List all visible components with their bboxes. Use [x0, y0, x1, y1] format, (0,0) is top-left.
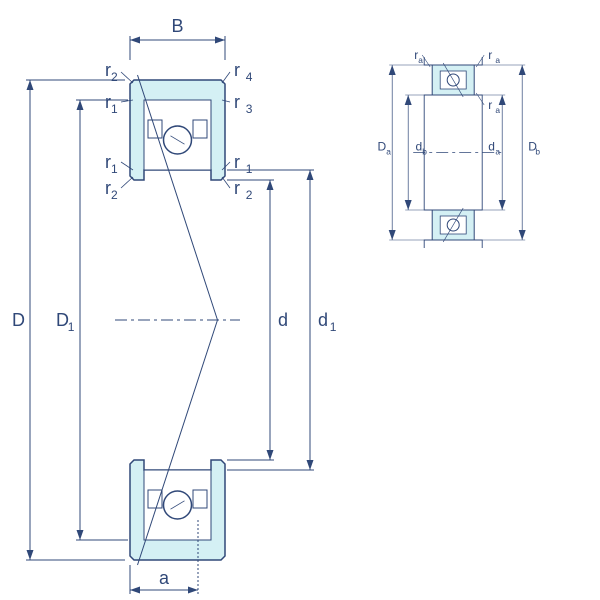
- svg-text:r: r: [488, 98, 492, 112]
- svg-text:d: d: [318, 310, 328, 330]
- label-r2-lower-right: r2: [234, 178, 253, 202]
- svg-text:2: 2: [246, 188, 253, 202]
- svg-text:a: a: [495, 147, 500, 157]
- svg-text:a: a: [159, 568, 170, 588]
- dim-d-label: d: [278, 310, 288, 330]
- svg-text:3: 3: [246, 102, 253, 116]
- svg-text:1: 1: [111, 102, 118, 116]
- inset-ra-right2: ra: [488, 98, 500, 115]
- inset-Da: Da: [378, 140, 392, 157]
- svg-text:a: a: [418, 55, 423, 65]
- svg-text:1: 1: [330, 320, 337, 334]
- svg-text:D: D: [378, 140, 387, 154]
- dim-a-label: a: [159, 568, 170, 588]
- svg-text:r: r: [234, 92, 240, 112]
- svg-text:d: d: [416, 140, 423, 154]
- dim-D-label: D: [12, 310, 25, 330]
- svg-text:r: r: [488, 48, 492, 62]
- svg-text:1: 1: [246, 162, 253, 176]
- svg-text:4: 4: [246, 70, 253, 84]
- svg-text:1: 1: [111, 162, 118, 176]
- dim-d1-label: d1: [318, 310, 337, 334]
- bearing-diagram: BaDD1dd1r2r4r1r3r1r1r2r2rararaDadbdaDb: [0, 0, 600, 600]
- svg-text:1: 1: [68, 320, 75, 334]
- inset-da: da: [488, 140, 500, 157]
- svg-text:r: r: [234, 152, 240, 172]
- svg-text:2: 2: [111, 70, 118, 84]
- svg-text:b: b: [535, 147, 540, 157]
- dim-D1-label: D1: [56, 310, 75, 334]
- svg-text:d: d: [278, 310, 288, 330]
- svg-text:a: a: [495, 105, 500, 115]
- inset-ra-left: ra: [414, 48, 423, 65]
- svg-text:r: r: [234, 178, 240, 198]
- label-r4-top: r4: [234, 60, 253, 84]
- svg-text:b: b: [422, 147, 427, 157]
- svg-text:D: D: [12, 310, 25, 330]
- inset-Db: Db: [528, 140, 540, 157]
- svg-text:B: B: [171, 16, 183, 36]
- dim-B-label: B: [171, 16, 183, 36]
- inset-db: db: [416, 140, 428, 157]
- label-r2-lower: r2: [105, 178, 118, 202]
- svg-text:d: d: [488, 140, 495, 154]
- label-r1-lower-right: r1: [234, 152, 253, 176]
- svg-text:2: 2: [111, 188, 118, 202]
- label-r3-upper: r3: [234, 92, 253, 116]
- svg-text:a: a: [495, 55, 500, 65]
- label-r1-lower: r1: [105, 152, 118, 176]
- inset-assembly: rararaDadbdaDb: [378, 48, 541, 248]
- svg-text:a: a: [386, 147, 391, 157]
- inset-ra-right: ra: [488, 48, 500, 65]
- label-r1-upper: r1: [105, 92, 118, 116]
- svg-text:r: r: [234, 60, 240, 80]
